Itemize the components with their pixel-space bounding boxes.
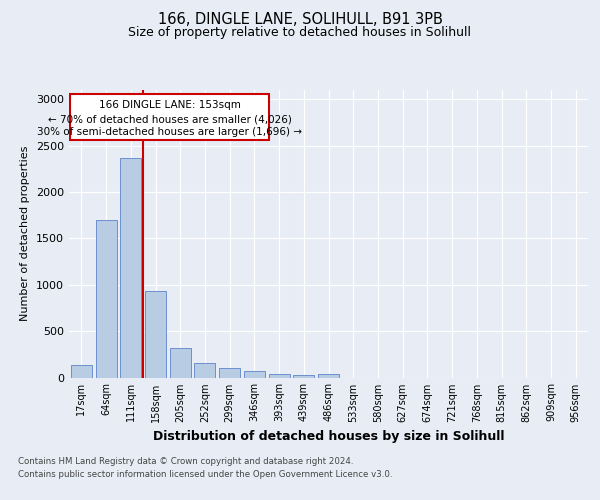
Bar <box>194 363 215 378</box>
Text: 30% of semi-detached houses are larger (1,696) →: 30% of semi-detached houses are larger (… <box>37 126 302 136</box>
Bar <box>95 220 116 378</box>
X-axis label: Distribution of detached houses by size in Solihull: Distribution of detached houses by size … <box>153 430 504 443</box>
Y-axis label: Number of detached properties: Number of detached properties <box>20 146 31 322</box>
Bar <box>170 348 191 378</box>
Text: Contains HM Land Registry data © Crown copyright and database right 2024.: Contains HM Land Registry data © Crown c… <box>18 458 353 466</box>
Bar <box>293 375 314 378</box>
Text: ← 70% of detached houses are smaller (4,026): ← 70% of detached houses are smaller (4,… <box>48 114 292 124</box>
Bar <box>219 368 240 378</box>
Bar <box>269 374 290 378</box>
Bar <box>244 372 265 378</box>
Text: 166, DINGLE LANE, SOLIHULL, B91 3PB: 166, DINGLE LANE, SOLIHULL, B91 3PB <box>158 12 442 28</box>
Text: 166 DINGLE LANE: 153sqm: 166 DINGLE LANE: 153sqm <box>99 100 241 110</box>
Bar <box>145 291 166 378</box>
Bar <box>71 366 92 378</box>
Bar <box>318 374 339 378</box>
Text: Contains public sector information licensed under the Open Government Licence v3: Contains public sector information licen… <box>18 470 392 479</box>
FancyBboxPatch shape <box>70 94 269 140</box>
Text: Size of property relative to detached houses in Solihull: Size of property relative to detached ho… <box>128 26 472 39</box>
Bar <box>120 158 141 378</box>
